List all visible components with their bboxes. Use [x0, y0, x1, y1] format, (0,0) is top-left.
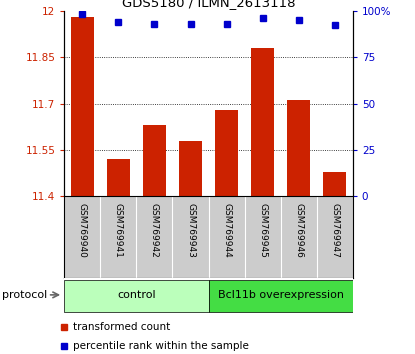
Bar: [179, 141, 202, 196]
Bar: [71, 17, 94, 196]
Text: protocol: protocol: [2, 290, 47, 300]
Bar: [107, 159, 130, 196]
Text: transformed count: transformed count: [73, 322, 170, 332]
Text: GSM769940: GSM769940: [78, 203, 87, 258]
Bar: [209, 280, 353, 312]
Text: GSM769943: GSM769943: [186, 203, 195, 258]
Bar: [287, 101, 310, 196]
Text: percentile rank within the sample: percentile rank within the sample: [73, 341, 249, 351]
Bar: [323, 172, 347, 196]
Text: GSM769944: GSM769944: [222, 203, 231, 258]
Text: GSM769945: GSM769945: [258, 203, 267, 258]
Text: GSM769941: GSM769941: [114, 203, 123, 258]
Bar: [215, 110, 238, 196]
Text: GSM769942: GSM769942: [150, 203, 159, 258]
Text: Bcl11b overexpression: Bcl11b overexpression: [217, 290, 344, 300]
Text: GSM769947: GSM769947: [330, 203, 339, 258]
Bar: [143, 125, 166, 196]
Title: GDS5180 / ILMN_2613118: GDS5180 / ILMN_2613118: [122, 0, 295, 10]
Bar: [64, 280, 209, 312]
Text: GSM769946: GSM769946: [294, 203, 303, 258]
Text: control: control: [117, 290, 156, 300]
Bar: [251, 48, 274, 196]
